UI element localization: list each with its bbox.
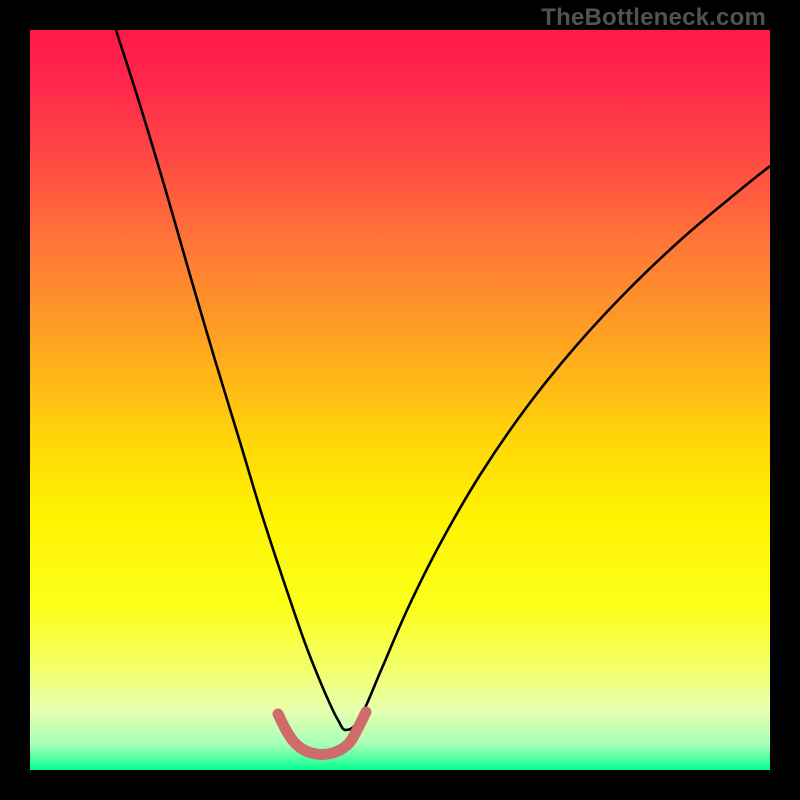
optimal-range-highlight	[278, 712, 366, 755]
plot-area	[30, 30, 770, 770]
chart-frame: TheBottleneck.com	[0, 0, 800, 800]
curve-layer	[30, 30, 770, 770]
bottleneck-curve	[116, 30, 770, 730]
watermark-text: TheBottleneck.com	[541, 4, 766, 32]
